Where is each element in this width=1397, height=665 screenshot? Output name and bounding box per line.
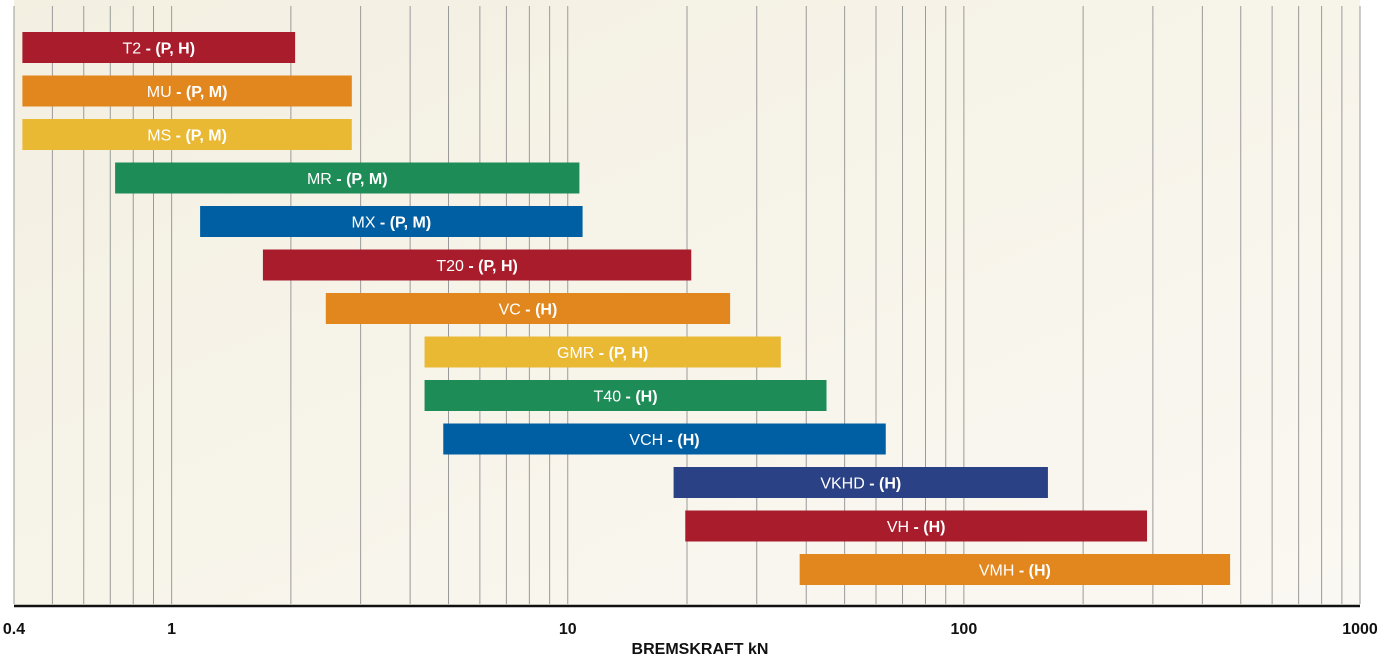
bar-suffix: - (P, M) [332,171,388,188]
bar-suffix: - (H) [521,302,557,319]
range-bar: MR - (P, M) [115,162,580,194]
bar-rect [200,206,583,237]
bar-name: MS [147,128,171,145]
bar-label: VMH - (H) [979,563,1051,580]
bar-rect [685,510,1148,542]
bar-label: VH - (H) [887,519,946,536]
bar-suffix: - (P, H) [464,258,518,275]
bar-label: T20 - (P, H) [436,258,518,275]
bar-suffix: - (H) [865,476,901,493]
x-tick-label: 0.4 [3,621,25,638]
bar-suffix: - (P, M) [171,128,227,145]
bar-suffix: - (P, H) [141,41,195,58]
bar-suffix: - (H) [663,432,699,449]
bar-rect [262,249,692,281]
range-bar: MU - (P, M) [22,75,352,107]
bar-rect [424,336,781,368]
range-bar: VCH - (H) [443,423,886,455]
bar-label: T2 - (P, H) [122,41,195,58]
range-bar: VH - (H) [685,510,1148,542]
bar-rect [424,380,827,411]
bar-name: T20 [436,258,464,275]
range-bar: T20 - (P, H) [262,249,692,281]
bar-suffix: - (H) [621,389,657,406]
bar-suffix: - (H) [1014,563,1050,580]
bar-label: VCH - (H) [629,432,699,449]
bar-label: MU - (P, M) [147,84,228,101]
bar-name: MR [307,171,332,188]
bar-label: VKHD - (H) [820,476,901,493]
range-bar: VKHD - (H) [673,467,1048,498]
bar-name: VCH [629,432,663,449]
bar-suffix: - (H) [909,519,945,536]
range-bar: T40 - (H) [424,380,827,411]
bar-name: VKHD [820,476,864,493]
bar-name: GMR [557,345,594,362]
bar-rect [443,423,886,455]
bar-label: MX - (P, M) [351,215,431,232]
bar-label: MS - (P, M) [147,128,227,145]
range-bar: VC - (H) [325,293,731,324]
bar-name: MX [351,215,375,232]
bar-label: T40 - (H) [594,389,658,406]
bar-name: VMH [979,563,1015,580]
bar-rect [673,467,1048,498]
bar-rect [799,554,1231,585]
bar-rect [325,293,731,324]
x-tick-label: 1000 [1342,621,1378,638]
bar-suffix: - (P, H) [594,345,648,362]
range-bar: VMH - (H) [799,554,1231,585]
bars: T2 - (P, H)MU - (P, M)MS - (P, M)MR - (P… [22,32,1231,585]
x-tick-label: 1 [167,621,176,638]
x-tick-label: 10 [559,621,577,638]
bar-rect [115,162,580,194]
range-bar: MS - (P, M) [22,119,352,150]
bar-label: GMR - (P, H) [557,345,648,362]
x-tick-labels: 0.4 1 10 100 1000 [3,621,1378,638]
x-axis-label: BREMSKRAFT kN [632,641,769,658]
bar-rect [22,75,352,107]
bar-suffix: - (P, M) [375,215,431,232]
bar-suffix: - (P, M) [172,84,228,101]
bar-label: VC - (H) [499,302,558,319]
bar-name: VH [887,519,909,536]
x-tick-label: 100 [951,621,978,638]
range-bar: T2 - (P, H) [22,32,296,63]
bar-name: MU [147,84,172,101]
bar-rect [22,119,352,150]
bar-name: T40 [594,389,622,406]
bar-label: MR - (P, M) [307,171,388,188]
bar-name: T2 [122,41,141,58]
bar-rect [22,32,296,63]
bar-name: VC [499,302,521,319]
range-bar: GMR - (P, H) [424,336,781,368]
range-bar: MX - (P, M) [200,206,583,237]
